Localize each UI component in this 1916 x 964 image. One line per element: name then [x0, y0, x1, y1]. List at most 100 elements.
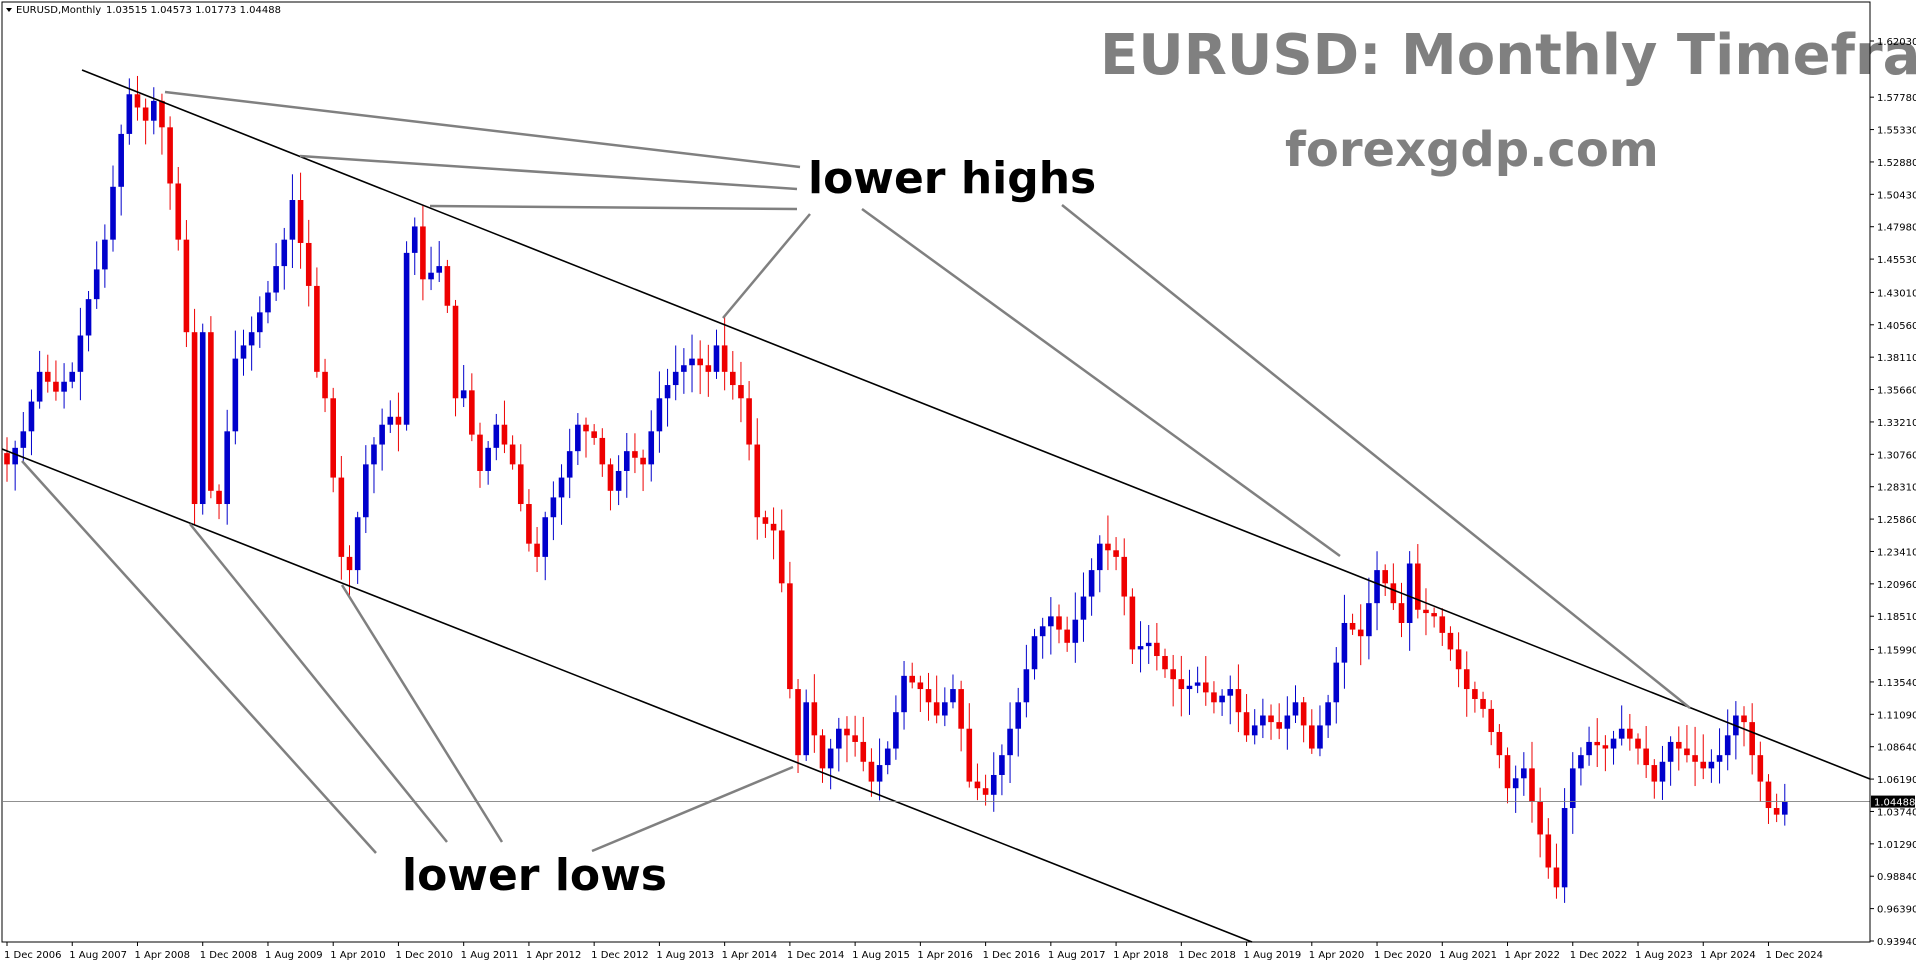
candle-body	[69, 371, 76, 382]
candle-body	[558, 477, 565, 498]
candle-body	[338, 477, 345, 557]
price-tick-label: 1.45530	[1877, 255, 1916, 266]
symbol-dropdown-icon[interactable]	[6, 8, 12, 12]
time-tick-label: 1 Aug 2021	[1439, 950, 1497, 961]
candle-body	[640, 457, 646, 465]
time-tick-label: 1 Dec 2008	[200, 950, 258, 961]
time-tick-label: 1 Apr 2010	[330, 950, 385, 961]
time-tick-label: 1 Dec 2024	[1765, 950, 1823, 961]
pointer-line	[164, 90, 801, 169]
time-tick-label: 1 Aug 2019	[1244, 950, 1302, 961]
price-tick-label: 1.20960	[1877, 580, 1916, 591]
candle-body	[142, 107, 149, 121]
candle-body	[689, 358, 695, 366]
candle-body	[1700, 761, 1707, 769]
candle-body	[93, 269, 100, 300]
price-tick-label: 1.08640	[1877, 743, 1916, 754]
time-tick-label: 1 Aug 2013	[656, 950, 714, 961]
candle-body	[950, 689, 956, 703]
candle-body	[607, 464, 614, 491]
candle-body	[1757, 755, 1764, 782]
candle-body	[460, 390, 467, 399]
lower-lows-label: lower lows	[402, 850, 667, 901]
candle-body	[1333, 662, 1340, 703]
candle-body	[208, 332, 214, 491]
candle-body	[1007, 728, 1013, 756]
candle-body	[346, 556, 353, 571]
candle-body	[509, 444, 516, 465]
candle-body	[1455, 649, 1462, 670]
candle-body	[1553, 867, 1560, 888]
candle-body	[134, 94, 141, 108]
candle-body	[1716, 755, 1723, 762]
price-tick-label: 1.52880	[1877, 158, 1916, 169]
time-tick-label: 1 Apr 2008	[134, 950, 189, 961]
candle-body	[925, 689, 932, 703]
candle-body	[1692, 755, 1698, 762]
candle-body	[999, 755, 1005, 775]
candle-body	[1529, 768, 1535, 802]
candle-body	[1105, 543, 1111, 551]
candle-body	[778, 530, 785, 584]
candle-body	[1382, 570, 1388, 584]
candle-body	[61, 381, 67, 392]
candle-body	[1300, 702, 1307, 726]
candle-body	[265, 292, 271, 313]
candle-body	[1561, 808, 1568, 888]
lower-trendline[interactable]	[1, 448, 1253, 943]
candle-body	[1512, 778, 1519, 789]
candle-body	[1651, 765, 1658, 782]
candle-body	[281, 239, 288, 267]
candle-body	[982, 788, 989, 795]
candle-body	[297, 200, 304, 243]
candle-body	[330, 398, 336, 478]
candle-body	[933, 702, 940, 716]
candle-body	[1023, 669, 1030, 703]
candle-body	[273, 266, 279, 293]
candle-body	[240, 345, 247, 359]
candle-body	[1096, 543, 1103, 571]
candle-body	[1186, 685, 1193, 690]
candle-body	[436, 266, 443, 273]
candle-body	[322, 371, 328, 399]
candle-body	[1724, 735, 1731, 756]
price-tick-label: 1.23410	[1877, 547, 1916, 558]
pointer-line	[340, 584, 504, 843]
price-tick-label: 0.93940	[1877, 937, 1916, 948]
candle-body	[860, 741, 867, 762]
candle-body	[1170, 669, 1176, 680]
candle-body	[746, 398, 752, 445]
candle-body	[1202, 682, 1209, 693]
candle-body	[1015, 702, 1022, 729]
candle-body	[974, 781, 981, 789]
candle-body	[12, 447, 18, 465]
pointer-line	[722, 213, 811, 319]
upper-trendline[interactable]	[81, 69, 1871, 780]
candle-body	[1080, 596, 1087, 620]
price-axis: 1.62030 1.57780 1.55330 1.52880 1.50430 1.479…	[1869, 2, 1916, 948]
candle-body	[1667, 741, 1674, 762]
candle-body	[990, 774, 997, 795]
candle-body	[738, 385, 744, 399]
candle-body	[1423, 609, 1429, 614]
candle-body	[289, 200, 296, 240]
time-tick-label: 1 Dec 2010	[395, 950, 453, 961]
pointer-line	[1061, 204, 1691, 709]
candle-body	[403, 252, 410, 425]
candle-body	[1618, 728, 1625, 739]
candle-body	[1162, 656, 1168, 670]
candle-body	[1039, 626, 1046, 637]
lower-highs-pointers	[164, 90, 1691, 709]
candle-body	[118, 133, 124, 187]
candle-body	[534, 543, 540, 557]
candle-body	[305, 242, 312, 286]
current-price-tag: 1.04488	[1871, 795, 1915, 809]
time-tick-label: 1 Apr 2024	[1700, 950, 1755, 961]
price-tick-label: 1.47980	[1877, 223, 1916, 234]
candle-body	[599, 437, 606, 465]
candle-body	[868, 761, 875, 782]
candle-body	[1268, 715, 1274, 723]
candle-body	[1765, 781, 1772, 809]
candle-body	[1569, 768, 1576, 809]
